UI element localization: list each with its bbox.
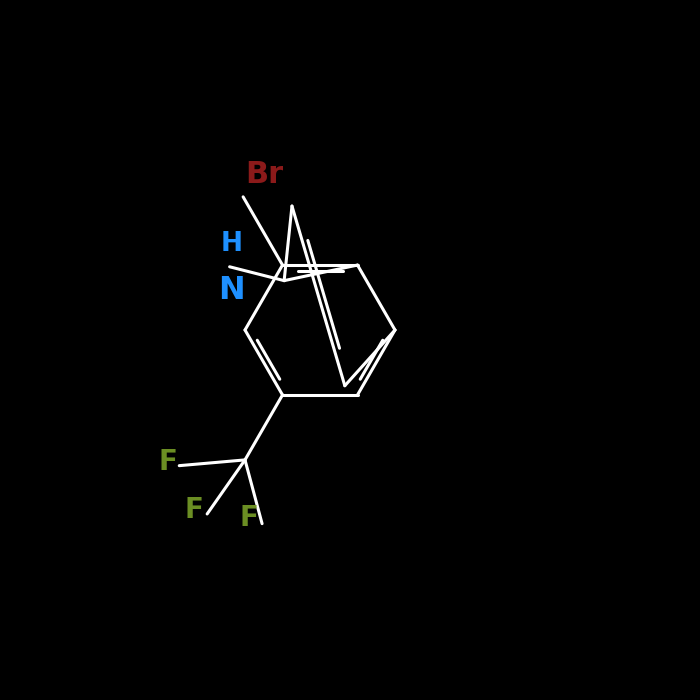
Text: Br: Br xyxy=(245,160,284,189)
Text: F: F xyxy=(184,496,203,524)
Text: F: F xyxy=(158,448,177,476)
Text: N: N xyxy=(218,275,245,306)
Text: F: F xyxy=(239,504,258,532)
Text: H: H xyxy=(220,231,243,257)
